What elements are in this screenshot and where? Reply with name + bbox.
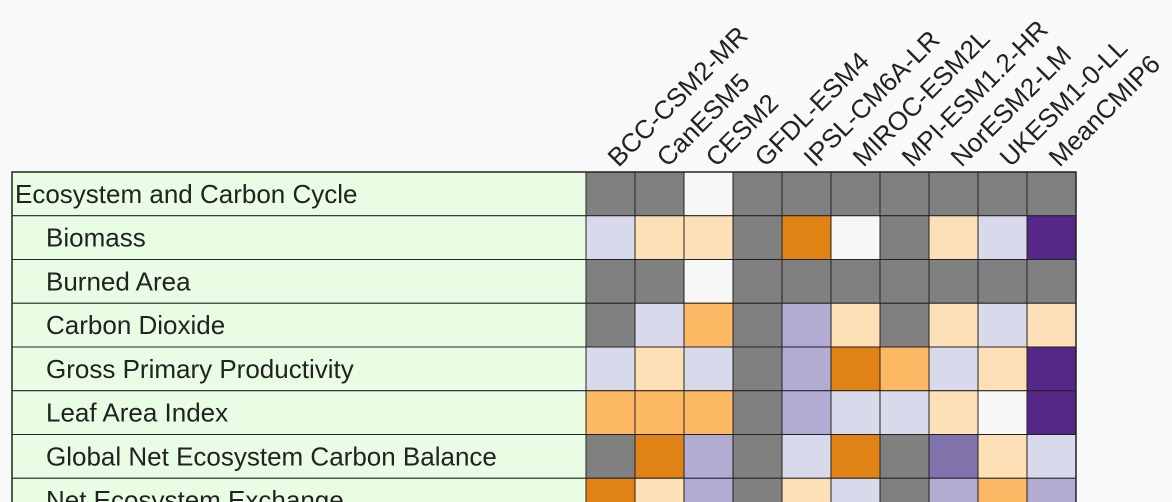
heatmap-border: [11, 171, 1077, 502]
heatmap-cell: [732, 215, 783, 260]
row-label-cell: [11, 259, 587, 304]
heatmap-cell: [830, 477, 881, 502]
heatmap-cell: [585, 215, 636, 260]
heatmap-cell: [879, 434, 930, 479]
heatmap-cell: [977, 302, 1028, 348]
heatmap-cell: [781, 171, 832, 217]
heatmap-cell: [585, 171, 636, 217]
heatmap-cell: [732, 259, 783, 304]
row-label: Leaf Area Index: [46, 398, 228, 428]
row-label: Global Net Ecosystem Carbon Balance: [46, 441, 497, 471]
heatmap-cell: [879, 171, 930, 217]
heatmap-cell: [732, 346, 783, 392]
heatmap-cell: [879, 259, 930, 304]
heatmap-cell: [634, 434, 685, 479]
heatmap-cell: [830, 302, 881, 348]
heatmap-cell: [634, 477, 685, 502]
row-label: Net Ecosystem Exchange: [46, 485, 344, 502]
heatmap-cell: [977, 346, 1028, 392]
heatmap-cell: [830, 171, 881, 217]
row-label-cell: [11, 171, 587, 217]
heatmap-cell: [830, 390, 881, 435]
heatmap-cell: [928, 302, 979, 348]
heatmap-cell: [683, 215, 734, 260]
heatmap-cell: [732, 302, 783, 348]
heatmap-cell: [634, 171, 685, 217]
heatmap-cell: [928, 390, 979, 435]
heatmap-cell: [928, 346, 979, 392]
heatmap-cell: [1026, 302, 1077, 348]
heatmap-cell: [977, 259, 1028, 304]
heatmap-cell: [585, 346, 636, 392]
heatmap-cell: [1026, 434, 1077, 479]
heatmap-cell: [634, 259, 685, 304]
row-label: Carbon Dioxide: [46, 310, 225, 340]
heatmap-cell: [928, 171, 979, 217]
heatmap-cell: [683, 434, 734, 479]
heatmap-cell: [585, 434, 636, 479]
heatmap-cell: [830, 215, 881, 260]
heatmap-cell: [977, 215, 1028, 260]
heatmap-cell: [1026, 215, 1077, 260]
heatmap-cell: [879, 390, 930, 435]
heatmap-cell: [830, 346, 881, 392]
heatmap-cell: [977, 477, 1028, 502]
heatmap-cell: [928, 477, 979, 502]
heatmap-cell: [928, 434, 979, 479]
heatmap-cell: [781, 302, 832, 348]
heatmap-cell: [732, 434, 783, 479]
heatmap-cell: [830, 434, 881, 479]
row-label: Ecosystem and Carbon Cycle: [15, 179, 357, 209]
heatmap-cell: [1026, 390, 1077, 435]
heatmap-cell: [977, 171, 1028, 217]
heatmap-cell: [634, 302, 685, 348]
heatmap-cell: [634, 215, 685, 260]
heatmap-cell: [781, 390, 832, 435]
heatmap-cell: [634, 346, 685, 392]
heatmap-cell: [781, 215, 832, 260]
row-label: Gross Primary Productivity: [46, 354, 354, 384]
heatmap-cell: [683, 259, 734, 304]
heatmap-cell: [1026, 171, 1077, 217]
heatmap-cell: [683, 346, 734, 392]
heatmap-cell: [928, 215, 979, 260]
heatmap-cell: [732, 171, 783, 217]
heatmap-cell: [1026, 346, 1077, 392]
heatmap-cell: [683, 477, 734, 502]
heatmap-cell: [683, 302, 734, 348]
heatmap-cell: [879, 477, 930, 502]
heatmap-cell: [781, 259, 832, 304]
row-label-cell: [11, 302, 587, 348]
heatmap-cell: [879, 302, 930, 348]
row-label-cell: [11, 346, 587, 392]
heatmap-cell: [928, 259, 979, 304]
heatmap-cell: [732, 390, 783, 435]
heatmap-cell: [879, 215, 930, 260]
heatmap-cell: [977, 434, 1028, 479]
heatmap-cell: [1026, 259, 1077, 304]
heatmap-cell: [879, 346, 930, 392]
heatmap-cell: [1026, 477, 1077, 502]
row-label: Burned Area: [46, 266, 191, 296]
heatmap-cell: [830, 259, 881, 304]
row-label-cell: [11, 390, 587, 435]
row-label-cell: [11, 215, 587, 260]
heatmap-cell: [781, 346, 832, 392]
heatmap-cell: [977, 390, 1028, 435]
heatmap-cell: [781, 477, 832, 502]
heatmap-cell: [634, 390, 685, 435]
row-label: Biomass: [46, 223, 146, 253]
heatmap-cell: [585, 302, 636, 348]
heatmap-cell: [732, 477, 783, 502]
heatmap-cell: [585, 477, 636, 502]
heatmap-cell: [585, 259, 636, 304]
heatmap-cell: [585, 390, 636, 435]
heatmap-cell: [683, 171, 734, 217]
heatmap-cell: [683, 390, 734, 435]
heatmap-cell: [781, 434, 832, 479]
